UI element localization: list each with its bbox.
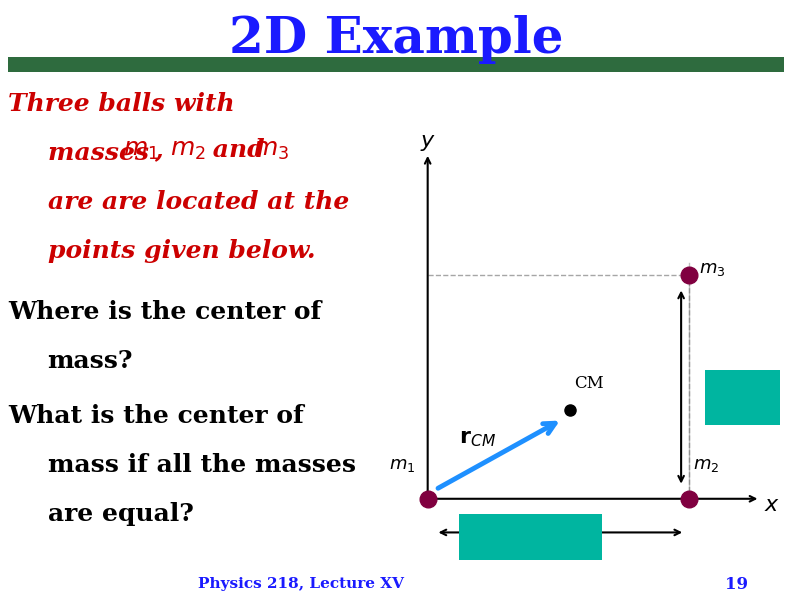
Text: $x$: $x$	[764, 494, 780, 516]
Text: $y$: $y$	[420, 131, 436, 153]
Text: CM: CM	[574, 375, 604, 392]
Text: 19: 19	[725, 576, 748, 593]
Text: 2D Example: 2D Example	[229, 15, 563, 64]
Text: What is the center of: What is the center of	[8, 404, 303, 428]
Bar	[705, 370, 780, 425]
Text: $X_1$: $X_1$	[514, 523, 547, 552]
Text: $Y_1$: $Y_1$	[725, 383, 756, 412]
Text: $m_3$: $m_3$	[253, 138, 290, 162]
Bar	[459, 514, 602, 560]
Text: are equal?: are equal?	[48, 502, 193, 526]
Text: points given below.: points given below.	[48, 239, 315, 263]
Text: ,: ,	[154, 138, 172, 162]
Text: $\mathbf{r}_{CM}$: $\mathbf{r}_{CM}$	[459, 427, 497, 449]
Text: masses: masses	[48, 141, 158, 165]
Bar	[8, 57, 784, 72]
Text: mass if all the masses: mass if all the masses	[48, 453, 356, 477]
Text: Physics 218, Lecture XV: Physics 218, Lecture XV	[198, 578, 404, 591]
Text: $m_1$: $m_1$	[123, 138, 158, 162]
Text: mass?: mass?	[48, 349, 133, 373]
Text: Where is the center of: Where is the center of	[8, 300, 322, 324]
Text: Three balls with: Three balls with	[8, 92, 234, 116]
Text: $m_1$: $m_1$	[390, 457, 416, 474]
Text: $m_3$: $m_3$	[699, 260, 725, 278]
Text: and: and	[204, 138, 273, 162]
Text: are are located at the: are are located at the	[48, 190, 348, 214]
Text: $m_2$: $m_2$	[693, 457, 719, 474]
Text: $m_2$: $m_2$	[170, 138, 206, 162]
